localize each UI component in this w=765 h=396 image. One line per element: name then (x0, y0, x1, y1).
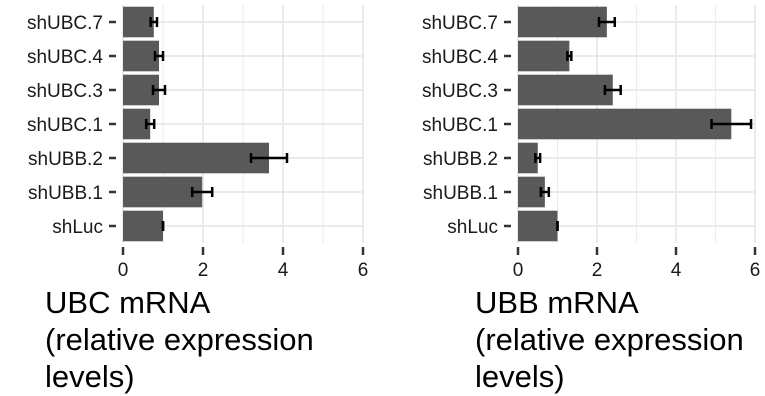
ubc-x-tick-label: 4 (278, 260, 289, 281)
ubb-x-tick-label: 4 (671, 260, 682, 281)
ubc-bar-shubc-7 (123, 6, 154, 38)
ubb-x-tick-label: 6 (750, 260, 761, 281)
ubb-y-tick-label: shUBC.3 (422, 81, 498, 102)
ubb-x-axis-title: UBB mRNA (relative expression levels) (475, 285, 744, 394)
ubb-bar-shubc-3 (518, 74, 613, 106)
ubb-y-tick-label: shUBC.4 (422, 47, 498, 68)
ubb-bar-shubc-7 (518, 6, 607, 38)
ubc-bar-shubb-2 (123, 142, 269, 174)
ubb-y-tick-label: shUBC.7 (422, 13, 498, 34)
ubc-bar-shubb-1 (123, 176, 203, 208)
ubc-y-tick-label: shLuc (52, 217, 103, 238)
ubb-mrna-panel: shLuc shUBB.1 shUBB.2 shUBC.1 shUBC.3 shUBC.4… (422, 5, 760, 281)
ubb-y-tick-label: shUBC.1 (422, 115, 498, 136)
ubc-y-tick-label: shUBC.7 (27, 13, 103, 34)
ubc-mrna-panel: shLuc shUBB.1 shUBB.2 shUBC.1 shUBC.3 shUBC.4… (27, 5, 368, 281)
ubc-x-tick-label: 6 (358, 260, 369, 281)
ubb-bar-shubc-4 (518, 40, 570, 72)
ubb-x-tick-label: 0 (513, 260, 524, 281)
ubb-y-tick-label: shUBB.1 (423, 183, 498, 204)
ubc-x-tick-label: 0 (118, 260, 129, 281)
ubc-y-tick-label: shUBC.1 (27, 115, 103, 136)
ubb-x-tick-label: 2 (592, 260, 603, 281)
ubc-x-axis-title: UBC mRNA (relative expression levels) (45, 285, 314, 394)
ubc-y-tick-label: shUBC.4 (27, 47, 103, 68)
ubb-bar-shluc (518, 210, 558, 242)
ubc-bar-shubc-4 (123, 40, 159, 72)
ubb-y-tick-label: shUBB.2 (423, 149, 498, 170)
ubb-bar-shubb-2 (518, 142, 538, 174)
ubc-y-tick-label: shUBB.2 (28, 149, 103, 170)
ubc-y-tick-label: shUBC.3 (27, 81, 103, 102)
ubc-x-tick-label: 2 (198, 260, 209, 281)
ubb-bar-shubc-1 (518, 108, 732, 140)
ubc-bar-shluc (123, 210, 163, 242)
ubc-y-tick-label: shUBB.1 (28, 183, 103, 204)
ubb-y-tick-label: shLuc (447, 217, 498, 238)
